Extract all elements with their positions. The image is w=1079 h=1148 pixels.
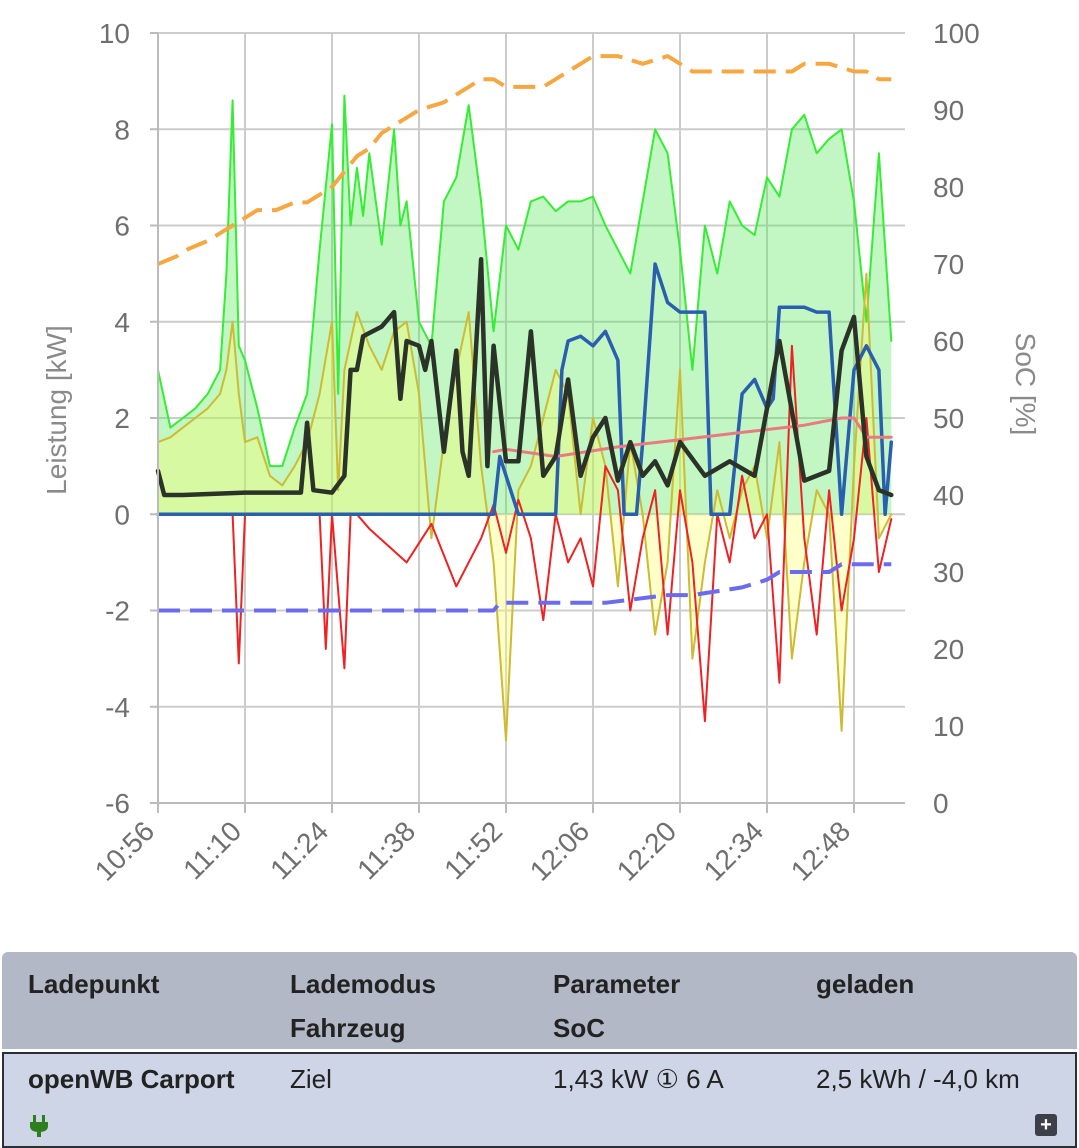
expand-button[interactable]: + — [1035, 1114, 1057, 1136]
y-right-tick-label: 100 — [933, 18, 980, 49]
y-right-tick-label: 70 — [933, 249, 964, 280]
y-right-tick-label: 90 — [933, 95, 964, 126]
chart-axes — [150, 32, 905, 813]
y-right-tick-label: 10 — [933, 711, 964, 742]
y-right-tick-label: 30 — [933, 557, 964, 588]
header-lademodus: Lademodus Fahrzeug — [290, 969, 436, 1043]
series-4-line — [492, 416, 893, 458]
series-5-line — [155, 256, 894, 498]
x-tick-label: 12:06 — [524, 815, 595, 886]
header-parameter: Parameter SoC — [553, 969, 681, 1043]
charge-mode: Ziel — [290, 1064, 332, 1094]
x-tick-label: 11:10 — [177, 815, 247, 885]
header-ladepunkt: Ladepunkt — [28, 969, 160, 999]
y-left-tick-label: -2 — [105, 596, 130, 627]
x-tick-label: 12:34 — [698, 815, 769, 886]
y-left-tick-label: 2 — [114, 403, 130, 434]
x-tick-label: 12:20 — [611, 815, 682, 886]
y-right-tick-label: 20 — [933, 634, 964, 665]
charge-parameter: 1,43 kW ① 6 A — [553, 1064, 724, 1094]
x-tick-label: 11:52 — [438, 815, 508, 885]
series-0-line — [157, 94, 893, 468]
table-row[interactable]: openWB Carport Ziel 1,43 kW ① 6 A 2,5 kW… — [2, 1052, 1077, 1148]
y-right-tick-label: 50 — [933, 403, 964, 434]
series-7-line — [158, 562, 892, 613]
y-left-tick-label: -6 — [105, 788, 130, 819]
series-1-line — [157, 272, 893, 742]
series-3-line — [156, 262, 894, 517]
x-tick-label: 11:24 — [264, 815, 334, 885]
y-right-tick-label: 60 — [933, 326, 964, 357]
header-geladen: geladen — [816, 969, 915, 999]
y-right-tick-label: 80 — [933, 172, 964, 203]
y-left-tick-label: 8 — [114, 114, 130, 145]
y-axis-right-title: SoC [%] — [1010, 333, 1041, 436]
chargepoint-name: openWB Carport — [28, 1064, 235, 1094]
table-header: Ladepunkt Lademodus Fahrzeug Parameter S… — [2, 952, 1077, 1049]
series-1-area — [158, 273, 892, 741]
y-left-tick-label: 4 — [114, 307, 130, 338]
series-2-line — [157, 344, 893, 723]
x-tick-label: 11:38 — [351, 815, 421, 885]
chargepoint-table: Ladepunkt Lademodus Fahrzeug Parameter S… — [0, 952, 1079, 1148]
y-left-tick-label: -4 — [105, 692, 130, 723]
y-left-tick-label: 0 — [114, 499, 130, 530]
series-6-line — [157, 54, 892, 266]
y-right-tick-label: 0 — [933, 788, 949, 819]
x-tick-label: 10:56 — [89, 815, 160, 886]
y-left-tick-label: 6 — [114, 211, 130, 242]
plug-icon — [30, 1115, 48, 1137]
series-lines — [155, 54, 894, 742]
y-axis-left-title: Leistung [kW] — [41, 325, 72, 495]
y-right-tick-label: 40 — [933, 480, 964, 511]
charged-amount: 2,5 kWh / -4,0 km — [816, 1064, 1020, 1094]
y-left-tick-label: 10 — [99, 18, 130, 49]
x-tick-label: 12:48 — [785, 815, 856, 886]
